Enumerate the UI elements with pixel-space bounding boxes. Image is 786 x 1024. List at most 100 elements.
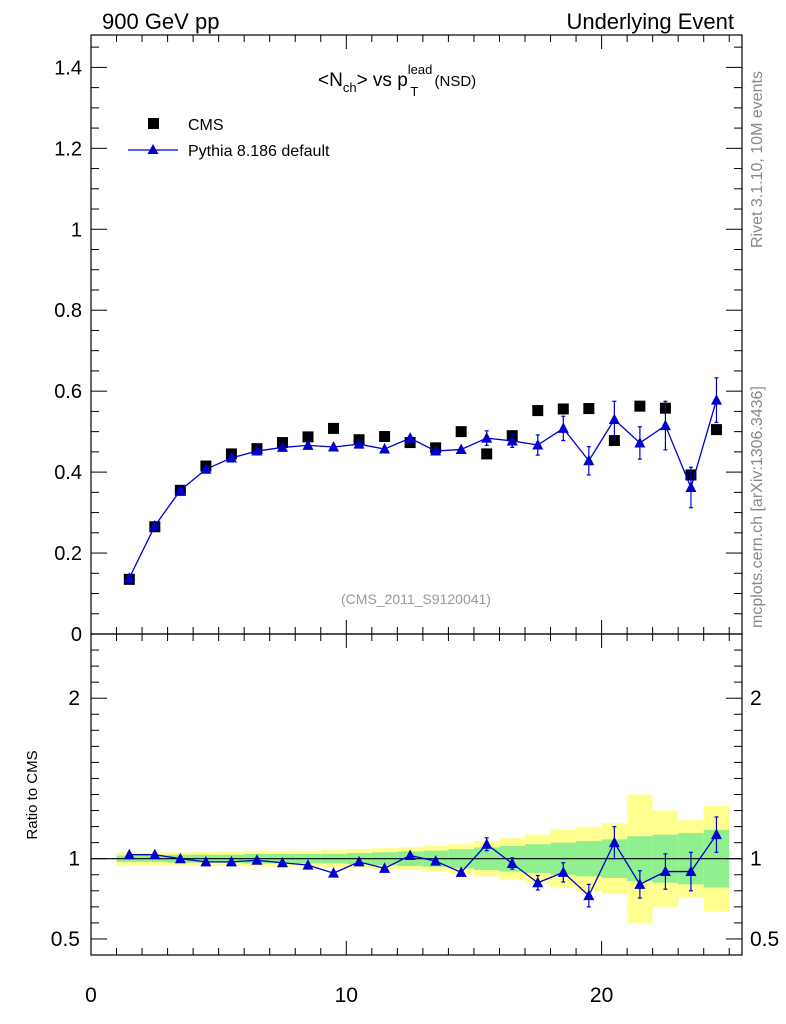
ratio-y-tick-label: 0.5 — [51, 928, 80, 951]
pythia-point — [379, 443, 391, 454]
ratio-y-tick-label-right: 1 — [750, 848, 762, 871]
pythia-point — [481, 432, 493, 443]
ratio-pythia-point — [353, 855, 365, 867]
plot-title-sub1: ch — [343, 80, 357, 95]
legend: CMS Pythia 8.186 default — [128, 117, 330, 160]
pythia-point — [123, 572, 135, 583]
legend-mc-marker — [147, 144, 159, 154]
ratio-pythia-point — [583, 889, 595, 901]
pythia-point — [455, 443, 467, 454]
pythia-point — [174, 484, 186, 495]
cms-point — [455, 426, 467, 438]
ratio-pythia-point — [430, 855, 442, 866]
ratio-pythia-point — [225, 855, 237, 867]
ratio-pythia-point — [149, 848, 161, 860]
ratio-pythia-point — [302, 859, 314, 870]
ratio-pythia-point — [532, 876, 544, 888]
main-y-tick-label: 0.8 — [54, 300, 82, 322]
ratio-pythia-line — [129, 834, 718, 897]
rivet-label: Rivet 3.1.10, 10M events — [749, 71, 766, 248]
cms-point — [302, 431, 314, 443]
ratio-y-tick-label-right: 2 — [750, 687, 762, 710]
ratio-pythia-point — [404, 849, 416, 860]
ratio-pythia-point — [557, 866, 569, 877]
cms-point — [481, 448, 493, 460]
ratio-pythia-point — [710, 828, 722, 840]
main-y-tick-label: 1.2 — [54, 138, 82, 160]
pythia-point — [430, 445, 442, 456]
pythia-point — [276, 441, 288, 452]
plot-title-part3: (NSD) — [430, 73, 476, 90]
cms-point — [583, 403, 595, 415]
ratio-pythia-point — [608, 836, 620, 848]
ratio-pythia-point — [659, 865, 671, 877]
ratio-pythia-point — [328, 867, 340, 878]
pythia-line — [128, 399, 718, 579]
plot-title-part2: > vs p — [357, 70, 408, 91]
pythia-point — [659, 419, 671, 431]
ratio-pythia-point — [174, 852, 186, 864]
legend-cms-marker — [148, 118, 159, 129]
ratio-series — [123, 816, 722, 908]
cms-point — [634, 400, 646, 412]
pythia-point — [251, 445, 263, 456]
pythia-point — [608, 413, 620, 424]
pythia-point — [583, 454, 595, 466]
ratio-y-tick-label: 2 — [68, 687, 80, 710]
main-series — [123, 377, 722, 585]
main-y-tick-label: 1 — [71, 219, 82, 241]
main-y-tick-label: 0.4 — [54, 462, 82, 484]
pythia-point — [404, 432, 416, 443]
cms-point — [379, 430, 391, 442]
x-tick-label: 10 — [335, 984, 358, 1007]
ratio-axes: 0 10 20 0.5 0.5 1 1 2 2 — [51, 633, 779, 1007]
pythia-point — [200, 463, 212, 474]
ratio-pythia-point — [123, 848, 135, 860]
ratio-pythia-point — [276, 856, 288, 868]
pythia-point — [328, 441, 340, 452]
main-y-tick-label: 1.4 — [54, 57, 82, 79]
pythia-point — [506, 434, 518, 446]
cms-point — [608, 435, 620, 447]
analysis-label: (CMS_2011_S9120041) — [341, 591, 491, 607]
pythia-point — [302, 439, 314, 450]
cms-point — [710, 424, 722, 436]
pythia-point — [149, 519, 161, 531]
cms-point — [532, 405, 544, 417]
header-left: 900 GeV pp — [102, 9, 219, 34]
pythia-point — [557, 422, 569, 433]
plot-title-sup: lead — [408, 62, 433, 77]
ratio-pythia-point — [379, 862, 391, 873]
main-axes: 0 0.2 0.4 0.6 0.8 1 1.2 1.4 — [54, 34, 743, 955]
plot-title-sub2: T — [410, 84, 418, 99]
plot-title: <Nch> vs plead T (NSD) — [318, 62, 476, 99]
pythia-point — [225, 451, 237, 463]
ratio-ylabel: Ratio to CMS — [24, 750, 41, 839]
plot-title-part1: <N — [318, 70, 343, 91]
ratio-pythia-point — [506, 857, 518, 869]
ratio-y-tick-label-right: 0.5 — [750, 928, 779, 951]
legend-mc-label: Pythia 8.186 default — [188, 143, 330, 160]
main-y-tick-label: 0.6 — [54, 381, 82, 403]
ratio-pythia-point — [634, 878, 646, 889]
ratio-pythia-point — [481, 838, 493, 849]
cms-point — [328, 422, 340, 434]
legend-cms-label: CMS — [188, 117, 224, 134]
pythia-point — [710, 394, 722, 405]
pythia-point — [634, 436, 646, 448]
pythia-point — [532, 438, 544, 450]
main-y-tick-label: 0 — [71, 624, 82, 646]
x-tick-label: 20 — [590, 984, 613, 1007]
cms-point — [557, 403, 569, 415]
pythia-point — [353, 438, 365, 449]
pythia-point — [685, 481, 697, 492]
x-tick-label: 0 — [85, 984, 97, 1007]
ratio-pythia-point — [251, 854, 263, 865]
mcplots-label: mcplots.cern.ch [arXiv:1306.3436] — [749, 386, 766, 628]
ratio-pythia-point — [455, 866, 467, 877]
ratio-pythia-point — [200, 855, 212, 867]
ratio-pythia-point — [685, 865, 697, 877]
ratio-y-tick-label: 1 — [68, 848, 80, 871]
header-right: Underlying Event — [566, 9, 734, 34]
